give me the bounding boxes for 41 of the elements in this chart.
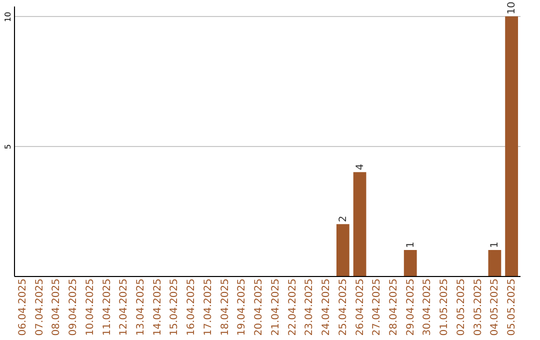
x-tick-label: 01.05.2025 <box>439 278 450 336</box>
x-tick-label: 09.04.2025 <box>68 278 80 336</box>
x-tick-label: 21.04.2025 <box>270 278 282 336</box>
x-tick-label: 10.04.2025 <box>84 278 96 336</box>
x-tick-label: 05.05.2025 <box>506 278 518 336</box>
x-tick-label: 29.04.2025 <box>405 278 416 336</box>
x-tick-label: 16.04.2025 <box>186 278 198 336</box>
data-label: 10 <box>506 2 518 14</box>
data-label: 2 <box>338 216 349 222</box>
bar <box>353 172 366 276</box>
data-label: 1 <box>405 242 416 248</box>
x-tick-label: 04.05.2025 <box>490 278 501 336</box>
x-tick-label: 02.05.2025 <box>456 278 467 336</box>
x-tick-label: 07.04.2025 <box>34 278 46 336</box>
x-tick-label: 19.04.2025 <box>236 278 248 336</box>
x-tick-label: 25.04.2025 <box>338 278 349 336</box>
bar <box>404 250 417 276</box>
x-tick-label: 27.04.2025 <box>372 278 383 336</box>
x-tick-label: 03.05.2025 <box>472 278 484 336</box>
x-tick-label: 08.04.2025 <box>51 278 62 336</box>
data-label: 4 <box>354 164 366 170</box>
x-tick-label: 30.04.2025 <box>422 278 434 336</box>
x-tick-label: 17.04.2025 <box>202 278 214 336</box>
x-tick-label: 14.04.2025 <box>152 278 164 336</box>
x-tick-label: 23.04.2025 <box>304 278 316 336</box>
x-tick-label: 12.04.2025 <box>118 278 130 336</box>
x-tick-label: 28.04.2025 <box>388 278 400 336</box>
x-tick-label: 26.04.2025 <box>354 278 366 336</box>
bar <box>505 16 518 276</box>
x-tick-label: 15.04.2025 <box>169 278 180 336</box>
x-tick-label: 22.04.2025 <box>287 278 298 336</box>
x-tick-label: 11.04.2025 <box>102 278 113 336</box>
x-tick-label: 18.04.2025 <box>220 278 231 336</box>
bar <box>488 250 502 276</box>
y-tick-label: 5 <box>4 144 12 150</box>
x-tick-label: 06.04.2025 <box>17 278 28 336</box>
x-tick-label: 13.04.2025 <box>136 278 146 336</box>
data-label: 1 <box>490 242 501 248</box>
x-tick-label: 24.04.2025 <box>321 278 332 336</box>
x-tick-label: 20.04.2025 <box>254 278 265 336</box>
bar <box>336 224 350 276</box>
